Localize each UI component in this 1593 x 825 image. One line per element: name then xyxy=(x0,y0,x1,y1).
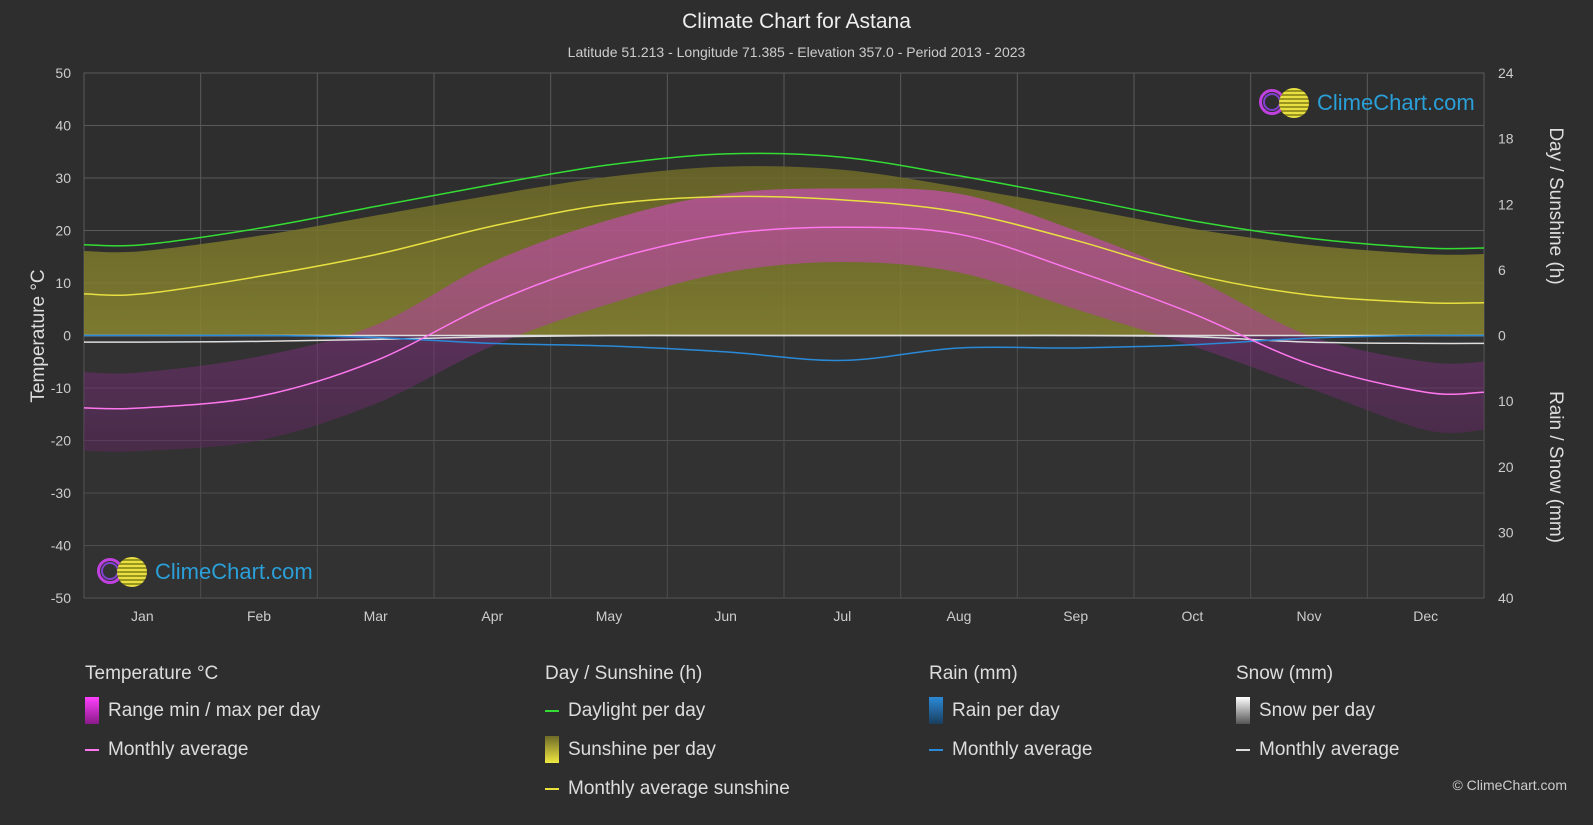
y-tick-label: 20 xyxy=(55,223,71,239)
legend-rain-title: Rain (mm) xyxy=(929,663,1018,684)
precip-tick-label: 20 xyxy=(1498,459,1514,475)
daylight-swatch xyxy=(545,709,559,712)
y-tick-label: -40 xyxy=(51,538,71,554)
snow-swatch xyxy=(1236,697,1250,724)
legend-label: Monthly average xyxy=(1259,738,1400,760)
y-tick-label: -30 xyxy=(51,485,71,501)
chart-fills xyxy=(84,166,1484,598)
legend-item-temp-range: Range min / max per day xyxy=(85,697,320,724)
snow-avg-swatch xyxy=(1236,748,1250,751)
climechart-logo-icon xyxy=(95,556,149,588)
precip-area xyxy=(84,335,1484,598)
legend-label: Sunshine per day xyxy=(568,738,716,760)
y-tick-label: 50 xyxy=(55,65,71,81)
legend: Temperature °C Range min / max per day M… xyxy=(0,663,1593,813)
legend-label: Daylight per day xyxy=(568,699,706,721)
axis-ticks: 50 40 30 20 10 0 -10 -20 -30 -40 -50 Jan Feb Mar Apr Ma… xyxy=(51,65,1514,624)
x-tick-label: Mar xyxy=(364,608,388,624)
logo-text: ClimeChart.com xyxy=(155,559,313,584)
legend-temperature-title: Temperature °C xyxy=(85,663,219,684)
rain-swatch xyxy=(929,697,943,724)
legend-label: Monthly average xyxy=(952,738,1093,760)
chart-title: Climate Chart for Astana xyxy=(682,10,911,33)
legend-item-rain: Rain per day xyxy=(929,697,1092,724)
x-tick-label: Feb xyxy=(247,608,271,624)
legend-temperature: Temperature °C Range min / max per day M… xyxy=(85,663,320,775)
sunshine-tick-label: 24 xyxy=(1498,65,1514,81)
x-tick-label: Jan xyxy=(131,608,154,624)
logo-text: ClimeChart.com xyxy=(1317,90,1475,115)
legend-item-rain-avg: Monthly average xyxy=(929,736,1092,763)
sunshine-avg-swatch xyxy=(545,787,559,790)
legend-label: Monthly average sunshine xyxy=(568,777,790,799)
sunshine-avg-line xyxy=(83,195,1485,305)
legend-item-snow: Snow per day xyxy=(1236,697,1399,724)
x-tick-label: Oct xyxy=(1181,608,1203,624)
temperature-range-band xyxy=(84,188,1484,452)
legend-item-daylight: Daylight per day xyxy=(545,697,790,724)
precip-tick-label: 30 xyxy=(1498,524,1514,540)
x-tick-label: Aug xyxy=(947,608,972,624)
y-tick-label: 40 xyxy=(55,118,71,134)
left-axis-label: Temperature °C xyxy=(28,269,49,402)
logo-top[interactable]: ClimeChart.com xyxy=(1257,87,1475,119)
temp-avg-swatch xyxy=(85,748,99,751)
y-tick-label: -20 xyxy=(51,433,71,449)
legend-sunshine-title: Day / Sunshine (h) xyxy=(545,663,703,684)
temperature-avg-line xyxy=(83,226,1485,410)
sunshine-tick-label: 18 xyxy=(1498,131,1514,147)
climechart-logo-icon xyxy=(1257,87,1311,119)
x-tick-label: Sep xyxy=(1063,608,1088,624)
legend-label: Range min / max per day xyxy=(108,699,321,721)
legend-item-snow-avg: Monthly average xyxy=(1236,736,1399,763)
legend-label: Rain per day xyxy=(952,699,1060,721)
logo-bottom[interactable]: ClimeChart.com xyxy=(95,556,313,588)
chart-subtitle: Latitude 51.213 - Longitude 71.385 - Ele… xyxy=(567,44,1026,60)
legend-snow-title: Snow (mm) xyxy=(1236,663,1334,684)
x-tick-label: Jun xyxy=(714,608,737,624)
x-tick-label: Jul xyxy=(833,608,851,624)
precip-tick-label: 40 xyxy=(1498,590,1514,606)
daylight-line xyxy=(83,152,1485,250)
y-tick-label: 10 xyxy=(55,275,71,291)
right-axis-precip-label: Rain / Snow (mm) xyxy=(1545,391,1566,543)
precip-tick-label: 10 xyxy=(1498,393,1514,409)
y-tick-label: -10 xyxy=(51,380,71,396)
legend-item-sunshine-avg: Monthly average sunshine xyxy=(545,775,790,802)
temp-range-swatch xyxy=(85,697,99,724)
legend-item-sunshine: Sunshine per day xyxy=(545,736,790,763)
y-tick-label: 30 xyxy=(55,170,71,186)
sunshine-tick-label: 12 xyxy=(1498,196,1514,212)
rain-avg-line xyxy=(84,334,1485,362)
right-axis-sunshine-label: Day / Sunshine (h) xyxy=(1545,127,1566,284)
chart-lines xyxy=(83,152,1485,410)
x-tick-label: Apr xyxy=(481,608,503,624)
x-tick-label: May xyxy=(596,608,622,624)
copyright: © ClimeChart.com xyxy=(1452,777,1567,793)
rain-avg-swatch xyxy=(929,748,943,751)
legend-rain: Rain (mm) Rain per day Monthly average xyxy=(929,663,1092,775)
legend-item-temp-avg: Monthly average xyxy=(85,736,320,763)
snow-avg-line xyxy=(83,334,1485,345)
x-tick-label: Nov xyxy=(1297,608,1322,624)
legend-sunshine: Day / Sunshine (h) Daylight per day Suns… xyxy=(545,663,790,814)
legend-label: Monthly average xyxy=(108,738,249,760)
sunshine-swatch xyxy=(545,736,559,763)
sunshine-tick-label: 6 xyxy=(1498,262,1506,278)
legend-label: Snow per day xyxy=(1259,699,1376,721)
y-tick-label: -50 xyxy=(51,590,71,606)
sunshine-tick-label: 0 xyxy=(1498,328,1506,344)
x-tick-label: Dec xyxy=(1413,608,1438,624)
legend-snow: Snow (mm) Snow per day Monthly average xyxy=(1236,663,1399,775)
y-tick-label: 0 xyxy=(63,328,71,344)
